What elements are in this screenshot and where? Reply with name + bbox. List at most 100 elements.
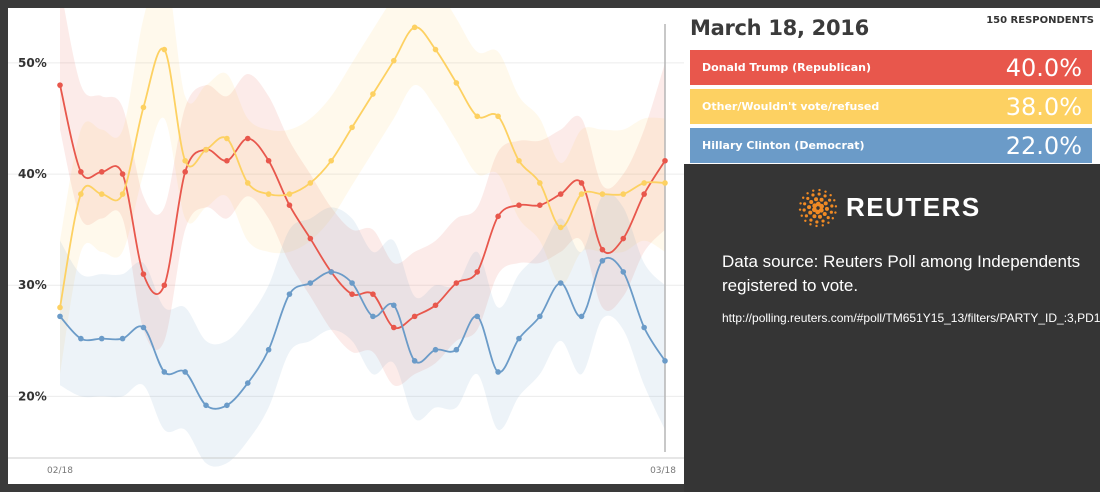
data-point[interactable] — [265, 157, 272, 164]
data-point[interactable] — [557, 224, 564, 231]
data-point[interactable] — [537, 313, 543, 320]
data-point[interactable] — [370, 313, 376, 320]
data-point[interactable] — [411, 313, 418, 320]
data-point[interactable] — [119, 335, 126, 342]
data-point[interactable] — [265, 191, 272, 197]
data-point[interactable] — [98, 169, 105, 175]
data-point[interactable] — [474, 269, 481, 275]
data-point[interactable] — [244, 135, 251, 142]
data-point[interactable] — [244, 180, 251, 186]
data-point[interactable] — [328, 157, 335, 164]
data-point[interactable] — [411, 24, 418, 31]
data-point[interactable] — [599, 246, 606, 253]
data-point[interactable] — [224, 157, 230, 164]
data-point[interactable] — [78, 335, 84, 342]
data-point[interactable] — [662, 180, 668, 186]
data-point[interactable] — [537, 202, 543, 209]
data-point[interactable] — [140, 324, 147, 331]
data-point[interactable] — [516, 157, 522, 164]
data-point[interactable] — [578, 191, 585, 197]
confidence-bands — [60, 8, 665, 467]
data-point[interactable] — [119, 171, 126, 177]
data-point[interactable] — [57, 313, 63, 320]
data-point[interactable] — [370, 291, 376, 297]
x-tick-label: 03/18 — [650, 466, 676, 476]
data-point[interactable] — [516, 335, 522, 342]
data-point[interactable] — [349, 124, 355, 131]
data-point[interactable] — [307, 235, 314, 242]
data-point[interactable] — [286, 191, 293, 197]
data-point[interactable] — [390, 324, 397, 331]
data-point[interactable] — [98, 335, 105, 342]
data-point[interactable] — [432, 346, 439, 353]
data-point[interactable] — [78, 169, 84, 175]
data-point[interactable] — [620, 269, 627, 275]
data-point[interactable] — [557, 280, 564, 286]
data-point[interactable] — [474, 313, 481, 320]
data-point[interactable] — [557, 191, 564, 197]
data-point[interactable] — [516, 202, 522, 209]
data-point[interactable] — [57, 304, 63, 311]
data-point[interactable] — [182, 369, 188, 375]
data-point[interactable] — [620, 235, 627, 242]
data-point[interactable] — [620, 191, 627, 197]
data-point[interactable] — [432, 302, 439, 309]
data-point[interactable] — [224, 402, 230, 409]
data-point[interactable] — [140, 104, 147, 111]
data-point[interactable] — [495, 213, 501, 220]
logo-dot — [803, 202, 807, 206]
data-point[interactable] — [578, 180, 585, 186]
logo-dot — [809, 218, 813, 222]
data-point[interactable] — [161, 46, 168, 53]
data-point[interactable] — [203, 146, 209, 153]
data-point[interactable] — [119, 191, 126, 197]
data-point[interactable] — [307, 180, 314, 186]
data-point[interactable] — [182, 157, 188, 164]
data-point[interactable] — [57, 82, 63, 88]
data-point[interactable] — [349, 280, 355, 286]
data-point[interactable] — [244, 380, 251, 386]
logo-dot — [815, 224, 818, 228]
y-tick-label: 30% — [18, 278, 47, 292]
data-point[interactable] — [140, 271, 147, 277]
data-point[interactable] — [578, 313, 585, 320]
data-point[interactable] — [641, 180, 647, 186]
data-point[interactable] — [224, 135, 230, 142]
data-point[interactable] — [432, 46, 439, 53]
logo-dot — [819, 203, 825, 209]
data-point[interactable] — [474, 113, 481, 120]
data-point[interactable] — [599, 191, 606, 197]
data-point[interactable] — [411, 358, 418, 364]
data-point[interactable] — [599, 257, 606, 264]
data-point[interactable] — [641, 191, 647, 197]
data-point[interactable] — [641, 324, 647, 331]
data-point[interactable] — [98, 191, 105, 197]
data-point[interactable] — [161, 369, 168, 375]
data-point[interactable] — [453, 280, 460, 286]
logo-dot — [808, 210, 813, 215]
logo-dot — [798, 208, 802, 211]
data-point[interactable] — [453, 80, 460, 86]
data-point[interactable] — [349, 291, 355, 297]
result-label: Donald Trump (Republican) — [702, 61, 872, 74]
data-point[interactable] — [328, 269, 335, 275]
data-point[interactable] — [265, 346, 272, 353]
data-point[interactable] — [203, 402, 209, 409]
data-point[interactable] — [286, 202, 293, 209]
data-point[interactable] — [182, 169, 188, 175]
data-point[interactable] — [307, 280, 314, 286]
data-point[interactable] — [286, 291, 293, 297]
data-point[interactable] — [390, 57, 397, 64]
data-point[interactable] — [662, 358, 668, 364]
data-point[interactable] — [453, 346, 460, 353]
data-point[interactable] — [390, 302, 397, 309]
data-point[interactable] — [161, 282, 168, 289]
data-point[interactable] — [370, 91, 376, 97]
data-point[interactable] — [78, 191, 84, 197]
data-point[interactable] — [495, 369, 501, 375]
data-point[interactable] — [662, 157, 668, 164]
data-source-url[interactable]: http://polling.reuters.com/#poll/TM651Y1… — [722, 311, 1100, 325]
data-point[interactable] — [495, 113, 501, 120]
reuters-dot-icon — [798, 188, 838, 228]
data-point[interactable] — [537, 180, 543, 186]
